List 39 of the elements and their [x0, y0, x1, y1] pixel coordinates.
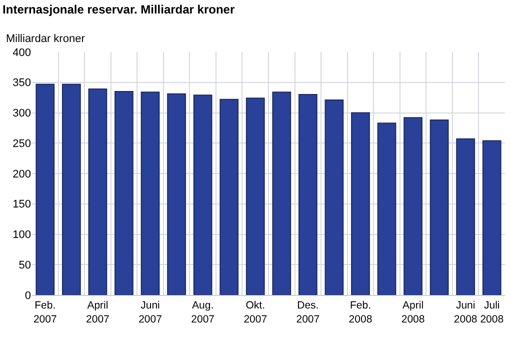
y-tick-label: 400	[12, 46, 31, 59]
bar	[482, 140, 502, 295]
y-tick-label: 200	[12, 168, 31, 180]
y-axis-title: Milliardar kroner	[6, 33, 86, 45]
bar	[140, 92, 160, 295]
bar	[167, 93, 186, 295]
chart-title: Internasjonale reservar. Milliardar kroner	[2, 2, 235, 16]
bar	[404, 117, 422, 295]
bar	[88, 88, 108, 295]
y-tick-label: 350	[12, 77, 31, 90]
bar	[220, 98, 239, 295]
x-tick-label: Juni 2008	[454, 300, 478, 326]
bar	[36, 84, 55, 295]
x-tick-label: Feb. 2007	[33, 300, 57, 326]
y-tick-label: 100	[12, 229, 31, 242]
x-tick-label: April 2007	[86, 300, 110, 326]
x-tick-label: Okt. 2007	[244, 300, 268, 326]
bar	[246, 98, 265, 295]
x-tick-label: Juni 2007	[138, 300, 162, 326]
bar	[272, 92, 292, 295]
bar	[193, 94, 212, 295]
bar	[456, 138, 476, 295]
y-tick-label: 300	[12, 108, 31, 120]
bar	[298, 94, 318, 295]
y-tick-label: 150	[12, 198, 31, 211]
bar	[62, 84, 81, 295]
bar	[351, 112, 370, 295]
y-tick-label: 50	[18, 259, 31, 272]
bar	[430, 120, 449, 295]
y-tick-label: 250	[12, 138, 31, 150]
x-tick-label: Des. 2007	[296, 300, 320, 326]
x-tick-label: Aug. 2007	[191, 300, 215, 326]
y-tick-label: 0	[24, 290, 31, 302]
x-tick-label: Feb. 2008	[348, 300, 372, 326]
x-tick-label: April 2008	[401, 300, 425, 326]
bar	[114, 90, 134, 295]
x-tick-label: Juli 2008	[480, 300, 504, 326]
bar	[324, 99, 344, 295]
bar	[377, 122, 396, 295]
